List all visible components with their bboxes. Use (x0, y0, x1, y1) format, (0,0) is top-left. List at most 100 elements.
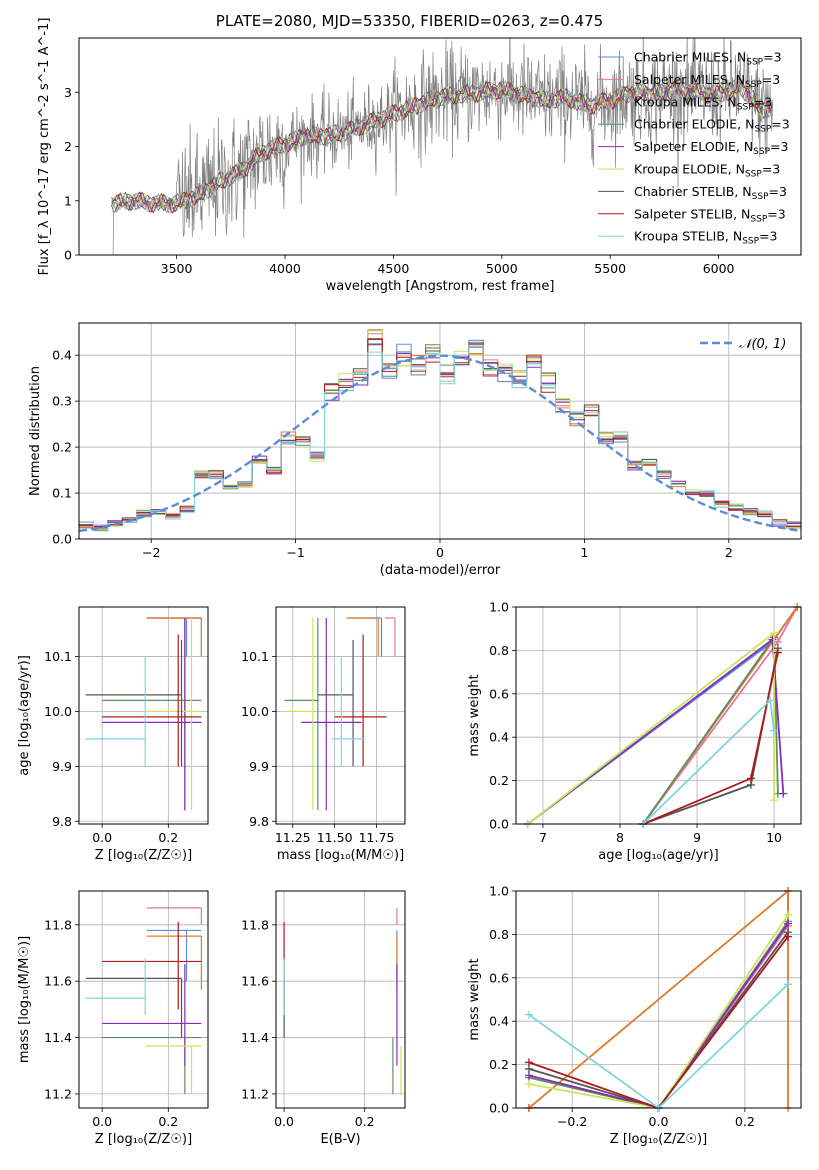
y-axis-label: mass weight (467, 674, 482, 756)
x-tick-label: 8 (616, 830, 624, 845)
y-tick-label: 9.8 (249, 814, 269, 829)
weight-marker (768, 635, 777, 644)
legend-label: Chabrier MILES, NSSP=3 (634, 50, 782, 68)
x-axis-label: wavelength [Angstrom, rest frame] (326, 279, 555, 294)
mass_vs_ebv-axes (272, 891, 405, 1112)
y-tick-label: 0.6 (489, 686, 509, 701)
weight-marker (779, 789, 788, 798)
x-tick-label: 0.2 (355, 1114, 375, 1129)
x-axis-label: (data-model)/error (380, 563, 501, 578)
x-tick-label: 4000 (269, 261, 301, 276)
weight-line (527, 631, 775, 824)
weight-line (528, 922, 789, 1108)
y-axis-label: Normed distribution (28, 366, 43, 496)
y-tick-label: 0.2 (489, 773, 509, 788)
weight-marker (770, 629, 779, 638)
x-tick-label: 0.0 (649, 1114, 669, 1129)
y-axis-label: Flux [f_λ 10^-17 erg cm^-2 s^-1 A^-1] (37, 18, 52, 276)
weight-line (642, 652, 779, 824)
weight_vs_age-frame (515, 606, 802, 825)
legend-subscript: SSP (742, 237, 759, 247)
x-tick-label: 5000 (486, 261, 518, 276)
legend-subscript: SSP (753, 147, 770, 157)
x-axis-label: mass [log₁₀(M/M☉)] (277, 848, 404, 863)
y-tick-label: 0.4 (489, 1014, 509, 1029)
age_vs_mass-axes (272, 607, 405, 828)
weight-marker (524, 1058, 533, 1067)
legend-suffix: =3 (771, 117, 789, 132)
x-tick-label: 5500 (594, 261, 626, 276)
x-tick-label: 11.25 (275, 830, 311, 845)
spectrum-model-line (111, 81, 773, 213)
weight-marker (770, 796, 779, 805)
legend-label: Salpeter STELIB, NSSP=3 (634, 206, 786, 224)
legend-subscript: SSP (745, 170, 762, 180)
y-tick-label: 0.4 (489, 730, 509, 745)
legend-label: 𝒩(0, 1) (739, 337, 786, 352)
legend-label: Kroupa ELODIE, NSSP=3 (634, 162, 780, 180)
weight-line (527, 607, 798, 824)
y-tick-label: 1.0 (489, 600, 509, 615)
spectrum-model-line (111, 79, 773, 214)
x-axis-label: Z [log₁₀(Z/Z☉)] (95, 1132, 192, 1147)
x-axis-label: Z [log₁₀(Z/Z☉)] (610, 1132, 707, 1147)
spectrum-axes (75, 91, 720, 259)
legend-subscript: SSP (745, 80, 762, 90)
x-tick-label: 0.0 (92, 1114, 112, 1129)
y-tick-label: 11.8 (44, 917, 72, 932)
weight-marker (524, 1010, 533, 1019)
weight-line (528, 936, 789, 1108)
x-tick-label: 9 (693, 830, 701, 845)
legend-subscript: SSP (750, 214, 767, 224)
legend-subscript: SSP (746, 58, 763, 68)
weight-marker (784, 980, 793, 989)
y-tick-label: 0.8 (489, 927, 509, 942)
age_vs_Z-frame (78, 606, 209, 825)
legend-label: Salpeter ELODIE, NSSP=3 (634, 139, 788, 157)
y-tick-label: 11.6 (241, 974, 269, 989)
legend-label: Chabrier STELIB, NSSP=3 (634, 184, 787, 202)
x-tick-label: 4500 (377, 261, 409, 276)
y-axis-label: mass [log₁₀(M/M☉)] (17, 936, 32, 1063)
weight-marker (770, 726, 779, 735)
y-tick-label: 0.1 (52, 486, 72, 501)
x-axis-label: age [log₁₀(age/yr)] (598, 848, 719, 863)
x-tick-label: 2 (725, 545, 733, 560)
mass_vs_ebv-frame (275, 890, 406, 1109)
y-tick-label: 11.2 (241, 1086, 269, 1101)
legend-suffix: =3 (769, 184, 787, 199)
legend-suffix: =3 (762, 72, 780, 87)
weight-marker (773, 648, 782, 657)
y-tick-label: 0.3 (52, 394, 72, 409)
x-tick-label: 0.0 (92, 830, 112, 845)
x-tick-label: −1 (286, 545, 304, 560)
x-tick-label: 0.0 (274, 1114, 294, 1129)
figure-title: PLATE=2080, MJD=53350, FIBERID=0263, z=0… (215, 12, 604, 30)
spectrum-frame (78, 37, 802, 256)
y-tick-label: 0.0 (489, 817, 509, 832)
legend-label: Kroupa STELIB, NSSP=3 (634, 229, 778, 247)
x-tick-label: 0.2 (158, 830, 178, 845)
x-tick-label: 0.2 (158, 1114, 178, 1129)
weight-line (528, 931, 789, 1108)
legend-suffix: =3 (754, 94, 772, 109)
y-tick-label: 3 (64, 85, 72, 100)
x-tick-label: 11.75 (359, 830, 395, 845)
x-tick-label: 0 (436, 545, 444, 560)
y-tick-label: 1 (64, 193, 72, 208)
y-tick-label: 9.9 (52, 759, 72, 774)
x-tick-label: 1 (580, 545, 588, 560)
weight_vs_Z-frame (515, 890, 802, 1109)
x-tick-label: −0.2 (557, 1114, 587, 1129)
legend-suffix: =3 (762, 162, 780, 177)
weight-marker (766, 696, 775, 705)
weight_vs_age-axes (512, 606, 801, 828)
y-tick-label: 0 (64, 248, 72, 263)
legend-subscript: SSP (737, 102, 754, 112)
residuals-frame (78, 322, 802, 540)
x-tick-label: 7 (539, 830, 547, 845)
weight-marker (784, 919, 793, 928)
y-tick-label: 0.8 (489, 643, 509, 658)
x-tick-label: 3500 (161, 261, 193, 276)
histogram-line (79, 344, 801, 532)
